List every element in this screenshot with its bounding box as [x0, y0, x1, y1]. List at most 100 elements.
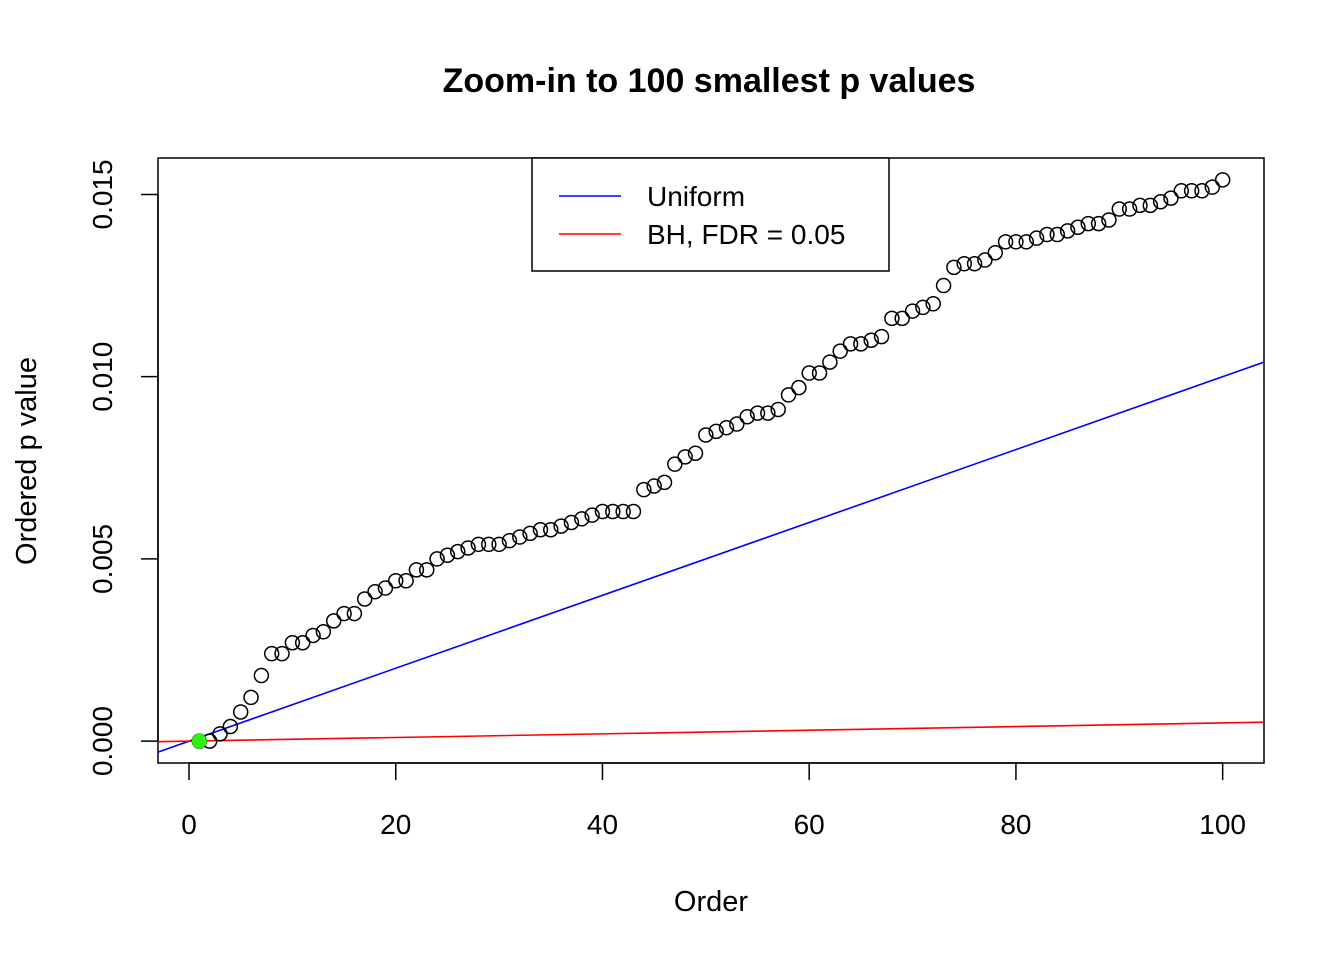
y-axis-label: Ordered p value: [11, 357, 43, 565]
y-axis: 0.000 0.005 0.010 0.015: [87, 159, 159, 776]
data-point: [1070, 219, 1086, 235]
data-point: [1008, 234, 1024, 250]
uniform-line: [158, 361, 1264, 753]
data-point: [894, 310, 910, 327]
data-point: [470, 536, 487, 553]
data-point: [305, 627, 321, 644]
data-point: [873, 328, 890, 345]
data-point: [398, 573, 414, 589]
data-point: [1214, 172, 1231, 188]
data-point: [356, 591, 373, 607]
data-point: [832, 343, 848, 359]
data-point: [460, 540, 476, 556]
highlight-point: [191, 733, 207, 749]
data-point: [966, 255, 983, 272]
data-point: [677, 449, 693, 465]
data-point: [1080, 215, 1097, 232]
data-point: [863, 332, 879, 348]
data-point: [512, 529, 528, 545]
data-point: [822, 354, 838, 370]
data-point: [1163, 190, 1179, 206]
x-axis-label: Order: [674, 886, 748, 918]
data-point: [667, 456, 683, 472]
data-point: [997, 234, 1014, 250]
data-point: [698, 427, 714, 443]
data-point: [1121, 201, 1138, 217]
x-tick-label: 100: [1199, 809, 1246, 840]
data-point: [791, 379, 807, 396]
x-tick-label: 60: [794, 809, 825, 840]
data-point: [1111, 201, 1128, 217]
data-point: [977, 252, 993, 268]
legend: Uniform BH, FDR = 0.05: [531, 157, 890, 272]
data-point: [253, 667, 270, 684]
data-point: [212, 726, 228, 742]
data-point: [770, 401, 786, 418]
data-point: [387, 573, 404, 589]
data-point: [718, 419, 735, 436]
data-point: [956, 255, 972, 272]
data-point: [884, 310, 900, 327]
data-point: [749, 405, 766, 421]
data-point: [946, 259, 962, 276]
data-point: [543, 521, 559, 538]
data-point: [294, 634, 311, 651]
data-point: [1049, 226, 1066, 243]
x-tick-label: 40: [587, 809, 618, 840]
data-point: [243, 689, 259, 706]
data-point: [1101, 212, 1117, 228]
data-point: [1183, 183, 1200, 199]
data-point: [1194, 183, 1210, 199]
data-point: [1018, 234, 1035, 250]
data-point: [801, 365, 817, 381]
data-point: [935, 277, 952, 294]
points-group: [191, 172, 1231, 749]
y-tick-label: 0.015: [87, 159, 118, 229]
x-axis: 0 20 40 60 80 100: [181, 762, 1246, 840]
chart-title: Zoom-in to 100 smallest p values: [443, 62, 976, 100]
x-tick-label: 0: [181, 809, 197, 840]
data-point: [615, 503, 631, 520]
x-tick-label: 80: [1000, 809, 1031, 840]
plot-area: [158, 172, 1264, 753]
data-point: [222, 718, 239, 735]
data-point: [605, 503, 621, 520]
data-point: [811, 365, 828, 381]
data-point: [729, 416, 745, 432]
data-point: [315, 624, 332, 640]
data-point: [760, 405, 776, 421]
data-point: [563, 514, 580, 531]
data-point: [1132, 197, 1148, 214]
data-point: [481, 536, 497, 553]
data-point: [708, 423, 724, 440]
data-point: [501, 532, 518, 549]
data-point: [450, 543, 466, 560]
data-point: [553, 518, 569, 534]
x-tick-label: 20: [380, 809, 411, 840]
data-point: [408, 562, 425, 578]
data-point: [636, 481, 652, 498]
data-point: [739, 409, 755, 425]
data-point: [687, 445, 704, 461]
data-point: [1142, 197, 1159, 214]
data-point: [1173, 183, 1190, 199]
data-point: [325, 613, 342, 629]
data-point: [594, 503, 611, 520]
data-point: [656, 474, 673, 491]
data-point: [232, 704, 249, 720]
data-point: [1028, 230, 1045, 246]
data-point: [584, 507, 600, 523]
legend-label-bh: BH, FDR = 0.05: [647, 219, 845, 250]
data-point: [987, 245, 1004, 261]
data-point: [1090, 215, 1107, 232]
data-point: [646, 478, 662, 494]
data-point: [842, 336, 859, 352]
data-point: [491, 536, 507, 553]
y-tick-label: 0.005: [87, 524, 118, 594]
legend-label-uniform: Uniform: [647, 181, 745, 212]
data-point: [1059, 223, 1076, 239]
data-point: [377, 580, 394, 596]
data-point: [284, 634, 301, 651]
data-point: [336, 605, 352, 622]
data-point: [439, 547, 456, 564]
